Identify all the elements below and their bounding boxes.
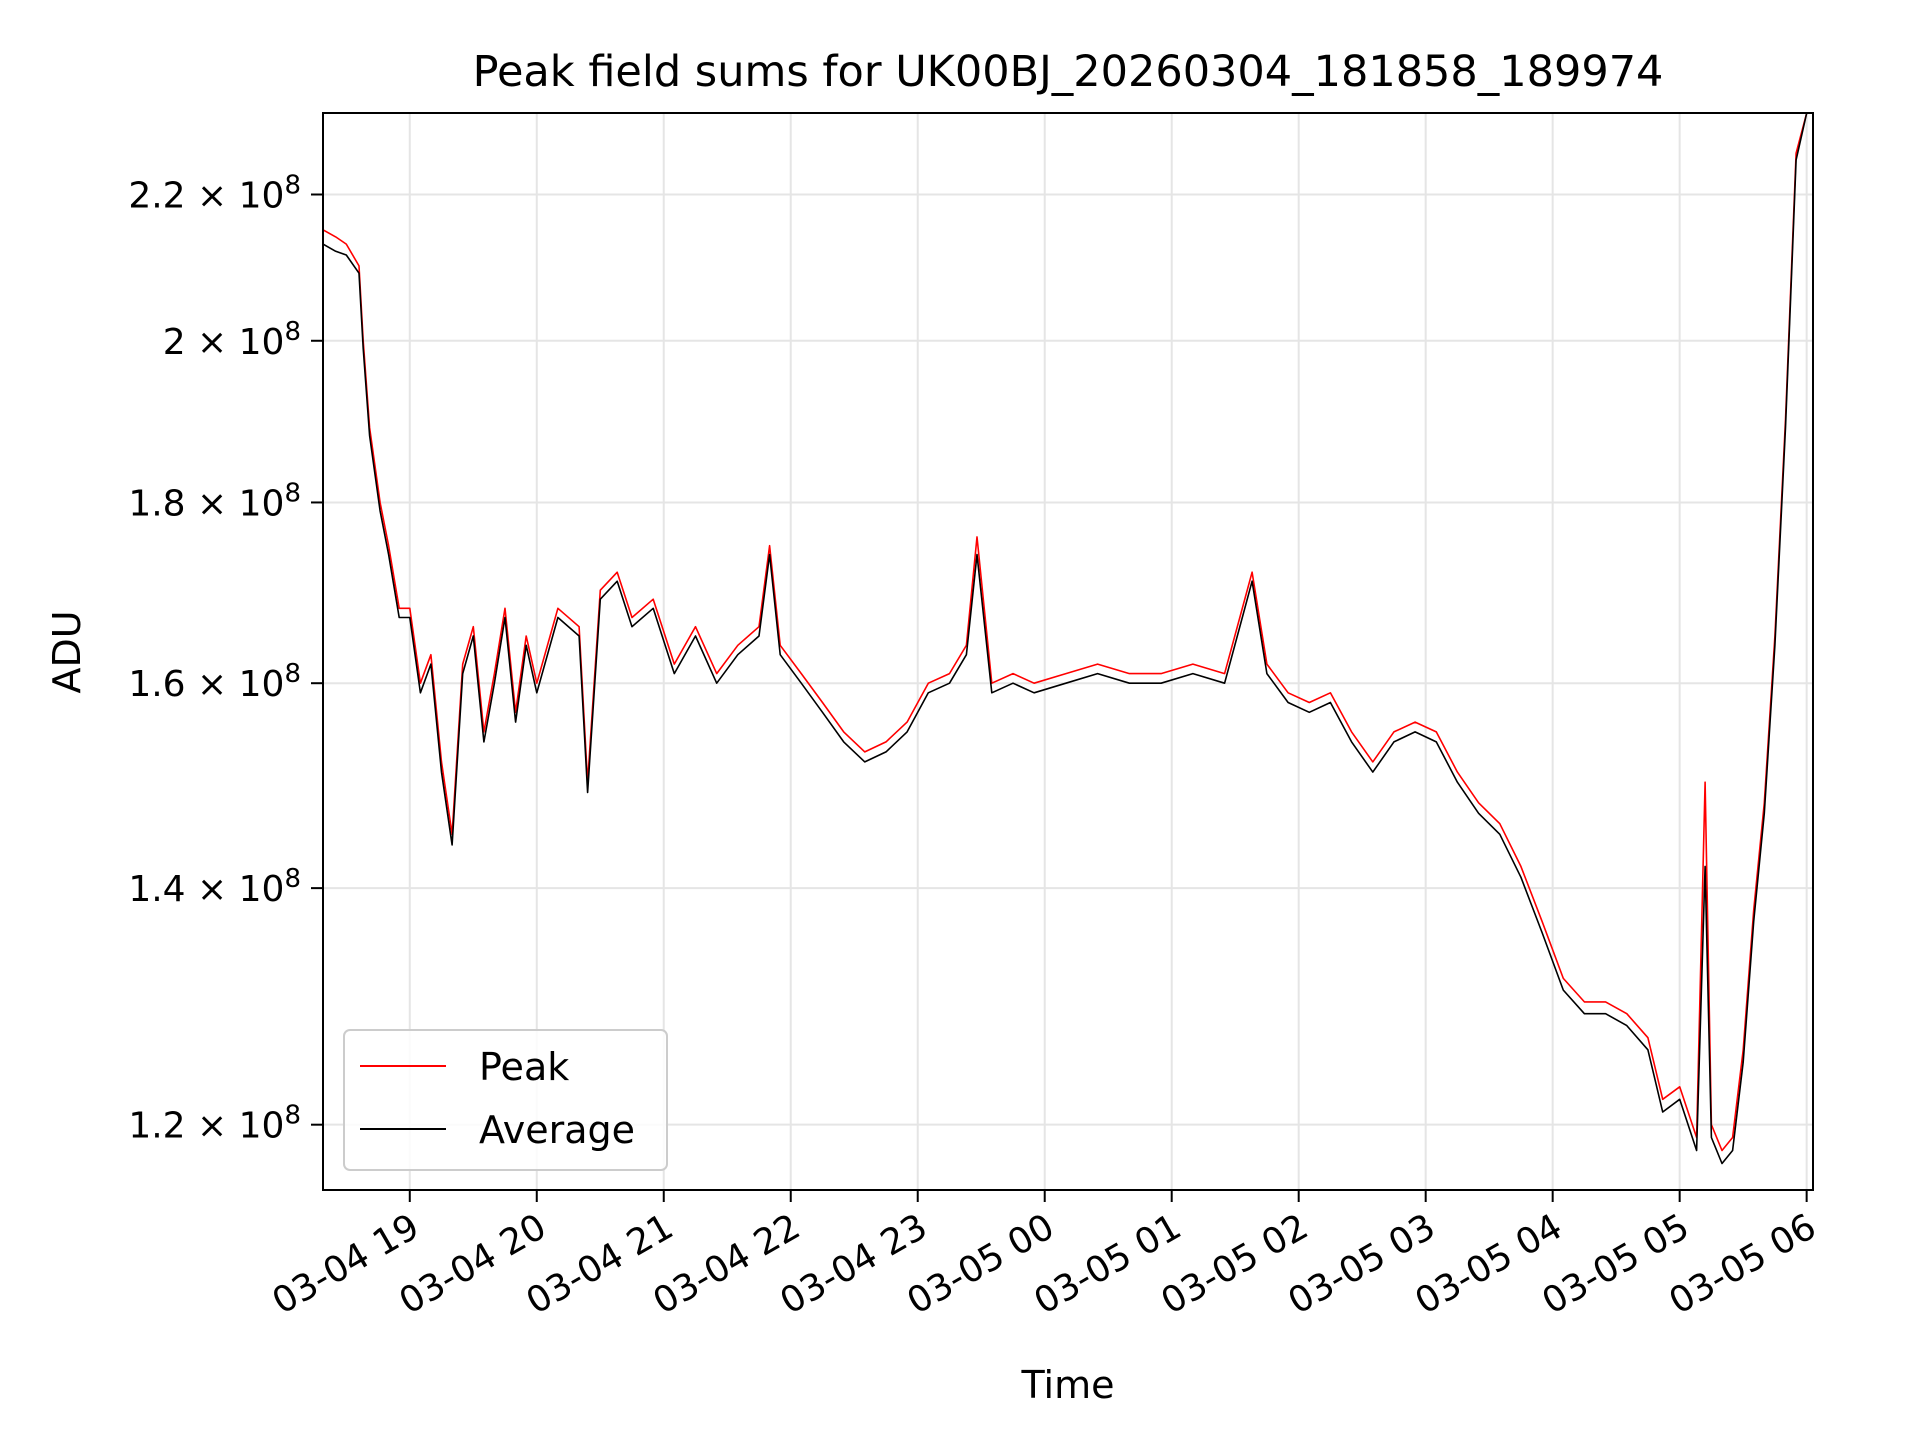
y-tick-mantissa: 2.2 × 10 (128, 176, 284, 217)
legend-label-average: Average (479, 1108, 635, 1152)
y-tick-label: 1.6 × 108 (128, 659, 301, 705)
y-tick-mantissa: 1.8 × 10 (128, 483, 284, 524)
y-tick-exponent: 8 (284, 659, 301, 689)
series-layer (323, 113, 1808, 1165)
chart-title: Peak field sums for UK00BJ_20260304_1818… (473, 47, 1664, 97)
y-tick-exponent: 8 (284, 864, 301, 894)
y-tick-exponent: 8 (284, 478, 301, 508)
y-tick-mantissa: 1.2 × 10 (128, 1106, 284, 1147)
x-axis-label: Time (1021, 1363, 1115, 1407)
y-tick-label: 1.8 × 108 (128, 478, 301, 524)
series-line-peak (323, 113, 1808, 1152)
y-tick-exponent: 8 (284, 1101, 301, 1131)
grid (323, 113, 1813, 1190)
y-tick-exponent: 8 (284, 171, 301, 201)
y-tick-label: 2.2 × 108 (128, 171, 301, 217)
legend: Peak Average (343, 1029, 668, 1171)
y-axis-label: ADU (45, 610, 89, 693)
legend-label-peak: Peak (479, 1045, 569, 1089)
series-line-average (323, 113, 1808, 1165)
y-tick-mantissa: 2 × 10 (163, 322, 285, 363)
y-tick-mantissa: 1.6 × 10 (128, 664, 284, 705)
x-tick-label: 03-05 06 (1662, 1206, 1823, 1322)
y-tick-label: 2 × 108 (163, 317, 301, 363)
y-tick-label: 1.4 × 108 (128, 864, 301, 910)
plot-frame (322, 112, 1814, 1191)
y-tick-mantissa: 1.4 × 10 (128, 869, 284, 910)
y-tick-exponent: 8 (284, 317, 301, 347)
y-tick-label: 1.2 × 108 (128, 1101, 301, 1147)
